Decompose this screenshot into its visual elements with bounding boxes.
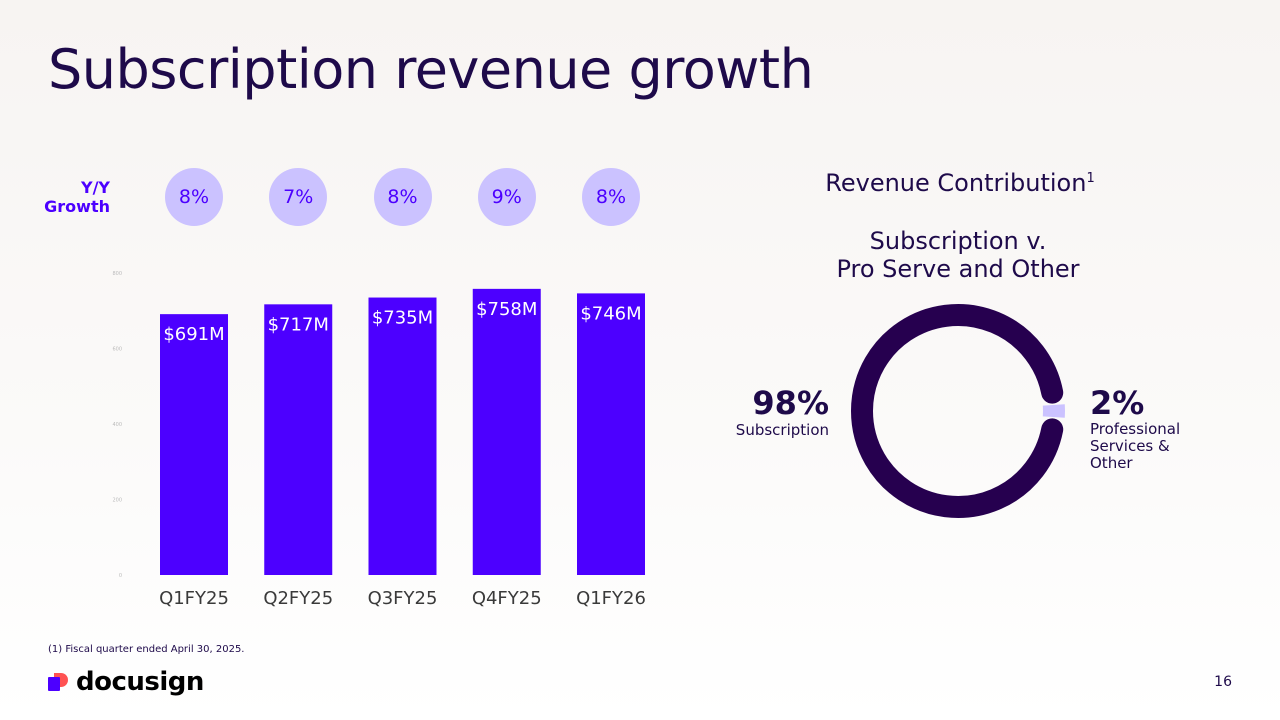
growth-bubble: 8%: [373, 168, 432, 226]
y-tick-label: 200: [112, 498, 122, 504]
bar: [368, 297, 437, 575]
growth-bubble: 9%: [477, 168, 536, 226]
slide-title: Subscription revenue growth: [48, 38, 814, 101]
y-tick-label: 400: [112, 422, 122, 428]
contribution-title-text: Revenue Contribution: [825, 169, 1087, 197]
donut-slice-subscription: [851, 304, 1064, 518]
other-percent: 2%: [1090, 384, 1145, 422]
y-tick-label: 800: [112, 271, 122, 277]
bar: [577, 293, 645, 575]
growth-bubble: 8%: [582, 168, 640, 226]
x-category-label: Q1FY26: [576, 588, 646, 609]
bar: [472, 288, 541, 575]
subtitle-line2: Pro Serve and Other: [836, 255, 1080, 283]
subtitle-line1: Subscription v.: [869, 227, 1047, 255]
bar-value-label: $717M: [268, 314, 329, 335]
x-category-label: Q3FY25: [368, 588, 438, 609]
x-category-label: Q4FY25: [472, 588, 542, 609]
yoy-label-line1: Y/Y: [80, 178, 110, 197]
y-tick-label: 600: [112, 347, 122, 353]
footnote: (1) Fiscal quarter ended April 30, 2025.: [48, 644, 245, 655]
revenue-contribution-title: Revenue Contribution1: [760, 169, 1160, 197]
docusign-logo: docusign: [48, 667, 204, 697]
page-number: 16: [1214, 674, 1232, 690]
bar-value-label: $691M: [163, 324, 224, 345]
other-label: Professional Services & Other: [1090, 420, 1181, 472]
logo-mark-icon: [48, 671, 70, 693]
subscription-percent: 98%: [752, 384, 829, 422]
revenue-contribution-subtitle: Subscription v. Pro Serve and Other: [758, 227, 1158, 283]
bar: [264, 304, 333, 575]
bar-chart: 0 200 400 600 800 $691M Q1FY25 $717M Q2FY25 $735M…: [112, 271, 646, 609]
y-tick-label: 0: [119, 573, 122, 579]
yoy-label-line2: Growth: [44, 197, 110, 216]
x-category-label: Q1FY25: [159, 588, 229, 609]
logo-wordmark: docusign: [76, 667, 204, 697]
footnote-marker: 1: [1086, 171, 1095, 186]
x-category-label: Q2FY25: [263, 588, 333, 609]
growth-bubble: 7%: [269, 168, 328, 226]
bar-value-label: $746M: [580, 303, 641, 324]
growth-bubble: 8%: [165, 168, 223, 226]
bar-value-label: $735M: [372, 308, 433, 329]
yoy-growth-label: Y/Y Growth: [34, 178, 110, 216]
subscription-label: Subscription: [735, 421, 829, 439]
bar: [160, 314, 228, 575]
bar-value-label: $758M: [476, 299, 537, 320]
